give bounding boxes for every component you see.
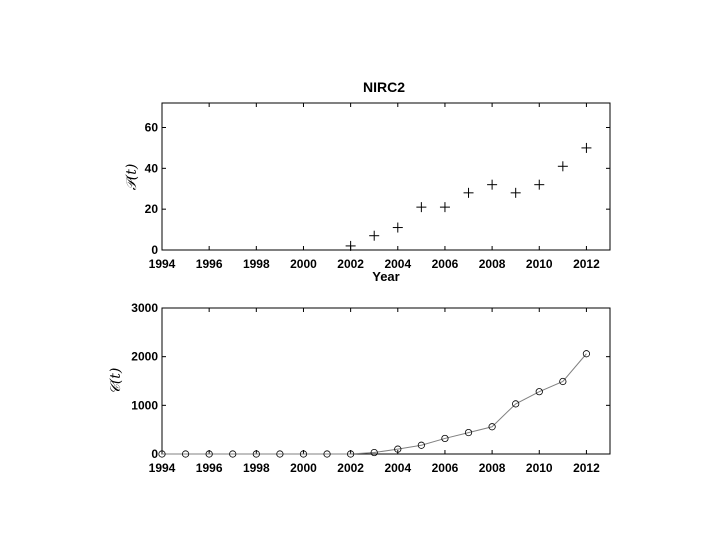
top-y-ticks: 0 20 40 60 [145, 121, 610, 257]
top-y-axis-label: 𝒫(t) [124, 164, 140, 191]
top-plot-frame [161, 102, 611, 251]
data-point-plus [439, 202, 450, 213]
data-point-plus [392, 222, 403, 233]
x-tick-label: 2006 [432, 257, 459, 271]
y-tick-label: 20 [145, 202, 159, 216]
x-tick-label: 2006 [432, 461, 459, 475]
data-point-circle [181, 450, 190, 458]
y-tick-label: 0 [151, 447, 158, 461]
data-point-circle [370, 448, 378, 457]
data-point-plus [345, 240, 356, 251]
x-tick-label: 1998 [243, 461, 270, 475]
data-point-circle [488, 423, 496, 431]
data-point-plus [557, 161, 568, 172]
bottom-x-ticks: 1994 1996 1998 2000 2002 2004 2006 2008 2010 2012 [149, 308, 600, 475]
data-point-circle [347, 450, 355, 458]
x-tick-label: 2002 [337, 257, 364, 271]
data-point-circle [417, 441, 425, 449]
data-point-plus [369, 230, 380, 241]
y-tick-label: 2000 [131, 350, 158, 364]
chart-title: NIRC2 [363, 79, 405, 95]
data-point-plus [416, 202, 427, 213]
data-point-circle [535, 388, 543, 396]
data-point-circle [299, 450, 308, 458]
x-tick-label: 2010 [526, 257, 553, 271]
y-tick-label: 0 [151, 243, 158, 257]
x-tick-label: 2010 [526, 461, 553, 475]
data-point-circle [441, 434, 449, 443]
bottom-y-ticks: 0 1000 2000 3000 [131, 301, 610, 461]
data-point-plus [510, 187, 521, 198]
top-panel: NIRC2 0 20 40 60 1994 1996 1998 2000 2002 2004 20… [124, 79, 611, 284]
x-tick-label: 2008 [479, 461, 506, 475]
x-tick-label: 1998 [243, 257, 270, 271]
bottom-panel: 0 1000 2000 3000 1994 1996 1998 2000 2002 2004 20… [108, 301, 611, 475]
x-tick-label: 2000 [290, 257, 317, 271]
bottom-series-line [162, 353, 587, 455]
data-point-circle [559, 377, 567, 386]
top-data-markers [345, 142, 592, 251]
data-point-circle [512, 400, 520, 408]
y-tick-label: 1000 [131, 398, 158, 412]
bottom-plot-frame [161, 307, 611, 455]
data-point-plus [487, 179, 498, 190]
top-x-ticks: 1994 1996 1998 2000 2002 2004 2006 2008 2010 2012 [149, 103, 600, 271]
data-point-circle [582, 350, 591, 358]
data-point-circle [464, 428, 473, 437]
bottom-y-axis-label: 𝒞(t) [108, 368, 124, 395]
x-tick-label: 2004 [384, 257, 411, 271]
bottom-data-markers [158, 350, 591, 458]
data-point-circle [323, 450, 331, 458]
x-tick-label: 1996 [196, 461, 223, 475]
data-point-plus [581, 142, 592, 153]
y-tick-label: 60 [145, 121, 159, 135]
data-point-plus [463, 187, 474, 198]
x-axis-label: Year [372, 269, 399, 284]
data-point-circle [205, 450, 213, 458]
x-tick-label: 1996 [196, 257, 223, 271]
data-point-circle [276, 450, 284, 458]
data-point-circle [229, 450, 237, 458]
data-point-circle [394, 445, 402, 453]
data-point-circle [252, 450, 260, 458]
x-tick-label: 2008 [479, 257, 506, 271]
x-tick-label: 2000 [290, 461, 317, 475]
x-tick-label: 2004 [384, 461, 411, 475]
y-tick-label: 3000 [131, 301, 158, 315]
x-tick-label: 1994 [149, 257, 176, 271]
x-tick-label: 1994 [149, 461, 176, 475]
x-tick-label: 2002 [337, 461, 364, 475]
x-tick-label: 2012 [573, 257, 600, 271]
data-point-plus [534, 179, 545, 190]
x-tick-label: 2012 [573, 461, 600, 475]
data-point-circle [158, 450, 166, 458]
y-tick-label: 40 [145, 161, 159, 175]
